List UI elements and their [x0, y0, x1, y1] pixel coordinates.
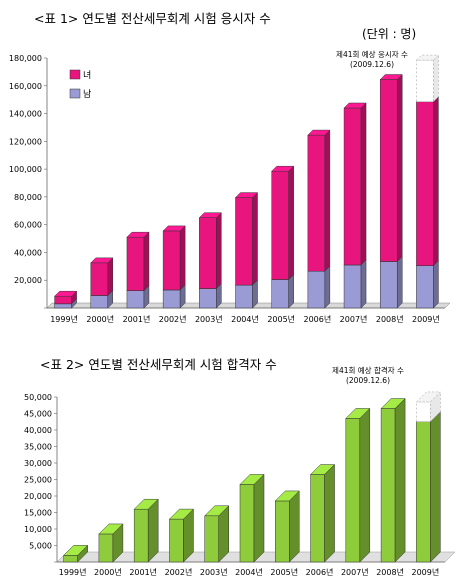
chart1-title: <표 1> 연도별 전산세무회계 시험 응시자 수: [34, 11, 271, 26]
chart2-bar-2004년-side: [253, 473, 265, 563]
chart2-bar-2006년-front: [310, 474, 325, 563]
chart1-ytick-label: 20,000: [14, 276, 42, 285]
chart2-bar-1999년-top: [63, 545, 89, 556]
chart1-forecast-label: 제41회 예상 응시자 수: [336, 49, 408, 59]
chart2-bar-2003년-front: [204, 515, 219, 563]
chart1-bar-female-2005년-top: [271, 165, 295, 172]
chart2-ytick-label: 30,000: [24, 459, 52, 468]
chart2-bar-2004년-front: [239, 484, 255, 563]
chart2-bar-2000년-front: [98, 533, 114, 563]
chart2-ytick-label: 50,000: [24, 393, 52, 402]
chart2-bar-2001년-top: [133, 498, 159, 510]
chart1-legend-swatch-male: [69, 88, 81, 99]
chart2-bar-2006년-top: [309, 464, 336, 475]
chart2-xtick-label: 2003년: [200, 567, 228, 577]
chart2-xtick-label: 1999년: [59, 567, 87, 577]
chart1-unit-label: (단위 : 명): [362, 27, 417, 41]
chart2-xtick-label: 2001년: [129, 567, 157, 577]
chart1-bar-female-2001년-top: [126, 231, 150, 238]
chart1-legend-label-female: 녀: [83, 70, 91, 81]
chart2-ytick-label: 20,000: [24, 492, 52, 501]
chart2-bar-2002년-top: [168, 508, 195, 520]
chart1-xtick-label: 2004년: [231, 314, 259, 324]
chart1-bar-female-2007년-top: [343, 102, 367, 109]
chart2-ytick-label: 5,000: [29, 542, 52, 551]
chart2-bar-2005년-top: [274, 490, 300, 502]
chart1-legend-swatch-female: [69, 69, 81, 80]
chart1-forecast-bar-top: [415, 54, 440, 61]
chart2-xtick-label: 2002년: [165, 567, 193, 577]
chart2-xtick-label: 2007년: [341, 567, 369, 577]
chart1-xtick-label: 2006년: [303, 314, 331, 324]
chart2-xtick-label: 2005년: [270, 567, 298, 577]
chart2-bar-2007년-top: [345, 408, 371, 419]
chart2-bar-1999년-front: [63, 555, 78, 563]
chart2-ytick-label: 45,000: [24, 410, 52, 419]
chart1-ytick-label: 60,000: [14, 221, 42, 230]
chart2-bar-2002년-front: [169, 518, 184, 563]
chart2-title: <표 2> 연도별 전산세무회계 시험 합격자 수: [40, 357, 277, 372]
chart2-ytick-label: 25,000: [24, 476, 52, 485]
chart1-ytick-label: 80,000: [14, 193, 42, 202]
chart2-xtick-label: 2006년: [306, 567, 334, 577]
chart2-forecast-bar-top: [415, 391, 441, 403]
chart1-bar-female-2003년-top: [198, 212, 222, 218]
chart2-xtick-label: 2004년: [235, 567, 263, 577]
chart1-ytick-label: 100,000: [9, 165, 42, 174]
chart2-forecast-label: 제41회 예상 합격자 수: [332, 365, 404, 375]
chart2-forecast-bar-front: [416, 401, 431, 423]
chart1-legend-label-male: 남: [83, 89, 91, 100]
chart1-xtick-label: 2007년: [340, 314, 368, 324]
chart1-xtick-label: 2003년: [195, 314, 223, 324]
chart2-bar-2007년-side: [359, 407, 371, 563]
chart2-bar-2008년-top: [380, 398, 406, 409]
chart2-bar-2008년-side: [394, 397, 406, 563]
chart2-bar-2008년-front: [380, 408, 396, 563]
chart2-bar-2004년-top: [239, 474, 265, 485]
chart2-bar-2005년-front: [275, 500, 290, 563]
chart1-ytick-label: 120,000: [9, 137, 42, 146]
chart1-ytick-label: 160,000: [9, 82, 42, 91]
chart1-xtick-label: 2002년: [159, 314, 187, 324]
chart2-bar-2001년-side: [147, 498, 159, 563]
chart1-xtick-label: 2008년: [376, 314, 404, 324]
chart1-forecast-bar-side: [433, 54, 439, 103]
chart2-bar-2000년-top: [98, 523, 124, 535]
chart2-ytick-label: 35,000: [24, 443, 52, 452]
chart2-bar-2006년-side: [324, 463, 335, 563]
chart1-bar-female-2006년-top: [307, 129, 331, 136]
chart2-bar-2001년-front: [133, 508, 149, 563]
chart1-xtick-label: 2005년: [267, 314, 295, 324]
chart2-ytick-label: 10,000: [24, 525, 52, 534]
chart1-xtick-label: 2001년: [123, 314, 151, 324]
chart1-ytick-label: 180,000: [9, 54, 42, 63]
chart2-bar-2003년-top: [204, 505, 230, 517]
chart2-xtick-label: 2008년: [376, 567, 404, 577]
chart2-ytick-label: 15,000: [24, 509, 52, 518]
chart1-bar-female-2008년-top: [379, 74, 403, 80]
chart2-xtick-label: 2009년: [411, 567, 439, 577]
chart2-forecast-date: (2009.12.6): [346, 376, 390, 385]
applicants-chart: 20,000 40,000 60,000 80,000 100,000 120,000 14…: [9, 49, 451, 324]
chart2-ytick-label: 40,000: [24, 426, 52, 435]
chart1-ytick-label: 140,000: [9, 110, 42, 119]
chart1-forecast-date: (2009.12.6): [350, 60, 394, 69]
chart2-bar-2007년-front: [345, 418, 361, 563]
chart2-xtick-label: 2000년: [94, 567, 122, 577]
chart1-bar-female-2000년-top: [90, 257, 114, 264]
chart1-xtick-label: 1999년: [50, 314, 78, 324]
chart2-bar-2005년-side: [289, 490, 300, 563]
chart2-bar-2009년-front: [416, 421, 431, 563]
chart1-xtick-label: 2009년: [412, 314, 440, 324]
chart1-bar-female-2004년-top: [234, 192, 259, 198]
chart1-xtick-label: 2000년: [86, 314, 114, 324]
chart2-bar-2009년-side: [430, 411, 441, 563]
chart1-bar-female-2002년-top: [162, 225, 186, 232]
chart1-bar-female-1999년-top: [53, 290, 78, 297]
chart1-ytick-label: 40,000: [14, 248, 42, 257]
